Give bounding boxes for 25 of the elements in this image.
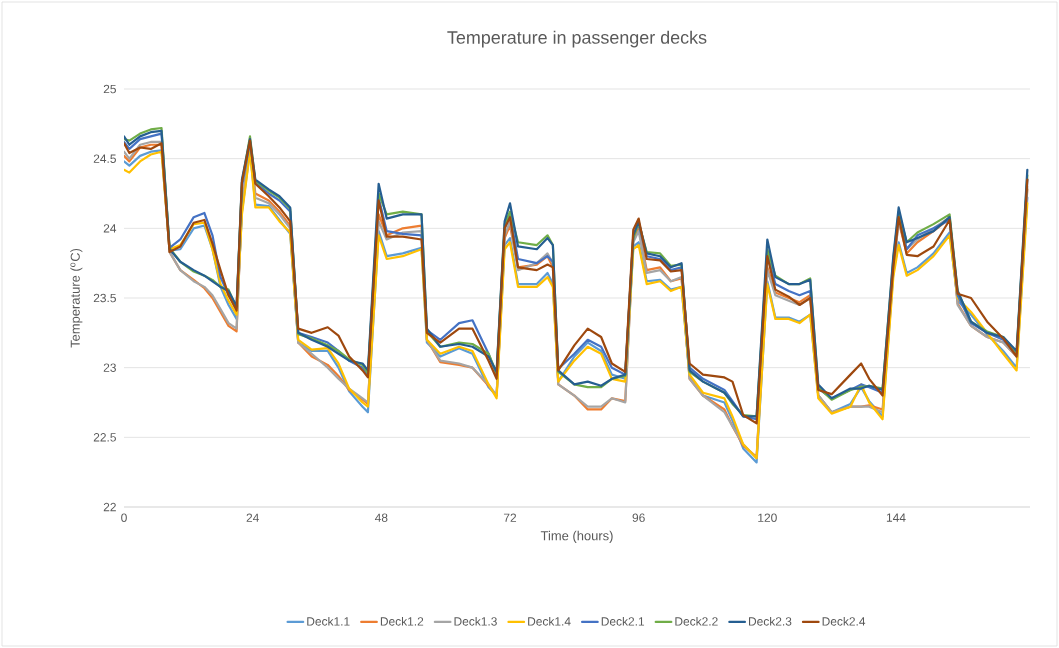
y-tick-label: 24	[103, 224, 117, 233]
x-tick-label: 72	[503, 513, 517, 522]
legend-label: Deck2.4	[822, 616, 866, 626]
x-tick-label: 96	[632, 513, 645, 522]
y-tick-label: 22.5	[93, 433, 116, 442]
y-tick-label: 23	[103, 363, 116, 372]
y-tick-label: 22	[103, 502, 116, 512]
y-tick-label: 24.5	[93, 154, 116, 163]
x-axis-title: Time (hours)	[540, 530, 613, 543]
legend-label: Deck1.4	[528, 616, 571, 626]
x-tick-label: 0	[121, 513, 127, 522]
y-tick-label: 25	[103, 84, 116, 94]
y-axis-title: Temperature ($^{o}$C)	[70, 248, 83, 348]
chart-title: Temperature in passenger decks	[447, 30, 707, 48]
x-tick-label: 144	[886, 513, 906, 522]
legend-label: Deck2.1	[601, 616, 645, 626]
legend-label: Deck1.2	[380, 616, 424, 626]
x-tick-label: 120	[758, 513, 777, 522]
legend-label: Deck2.2	[675, 616, 718, 626]
legend-label: Deck1.3	[454, 616, 497, 626]
y-tick-label: 23.5	[93, 293, 116, 303]
legend-label: Deck1.1	[307, 616, 350, 626]
legend-label: Deck2.3	[749, 616, 792, 626]
x-tick-label: 48	[374, 513, 388, 522]
x-tick-label: 24	[246, 513, 259, 522]
